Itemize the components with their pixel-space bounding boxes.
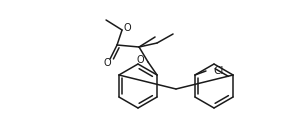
Text: O: O: [123, 23, 131, 33]
Text: O: O: [136, 55, 144, 65]
Text: Cl: Cl: [213, 66, 223, 76]
Text: O: O: [103, 58, 111, 68]
